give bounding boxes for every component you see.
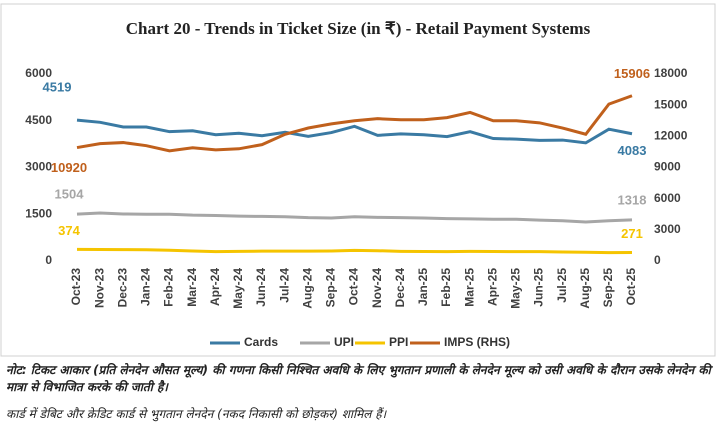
y2-tick-label: 0 (654, 253, 661, 267)
y2-tick-label: 9000 (654, 160, 681, 174)
data-label: 10920 (51, 160, 87, 175)
x-tick-label: Apr-24 (208, 268, 222, 306)
x-tick-label: Oct-25 (624, 268, 638, 306)
x-tick-label: Jan-25 (416, 268, 430, 306)
x-tick-label: Jun-25 (532, 268, 546, 307)
y2-tick-label: 12000 (654, 129, 688, 143)
legend-label: UPI (334, 335, 354, 349)
x-tick-label: Apr-25 (485, 268, 499, 306)
x-tick-label: Feb-24 (162, 268, 176, 307)
data-label: 271 (621, 226, 643, 241)
data-label: 4083 (618, 143, 647, 158)
x-tick-label: Dec-24 (393, 268, 407, 308)
y-tick-label: 4500 (25, 113, 52, 127)
line-series (76, 211, 633, 224)
data-label: 4519 (43, 80, 72, 95)
data-label: 15906 (614, 66, 650, 81)
data-label: 1504 (55, 187, 85, 202)
line-series (76, 94, 633, 153)
chart-frame (0, 3, 716, 357)
x-tick-label: Jun-24 (254, 268, 268, 307)
x-tick-label: Jul-25 (555, 268, 569, 303)
x-tick-label: Oct-23 (69, 268, 83, 306)
x-tick-label: Dec-23 (115, 268, 129, 308)
y-tick-label: 1500 (25, 206, 52, 220)
x-tick-label: Mar-25 (462, 268, 476, 307)
x-tick-label: Jul-24 (277, 268, 291, 303)
legend-label: Cards (244, 335, 278, 349)
x-tick-label: Oct-24 (347, 268, 361, 306)
y2-tick-label: 6000 (654, 191, 681, 205)
data-label: 374 (58, 223, 80, 238)
line-series (76, 118, 633, 145)
x-tick-label: Nov-23 (92, 268, 106, 308)
x-tick-label: Aug-24 (300, 268, 314, 309)
y-tick-label: 3000 (25, 160, 52, 174)
x-tick-label: Aug-25 (578, 268, 592, 309)
y-tick-label: 0 (45, 253, 52, 267)
y2-tick-label: 15000 (654, 97, 688, 111)
x-tick-label: Feb-25 (439, 268, 453, 307)
chart-title: Chart 20 - Trends in Ticket Size (in ₹) … (126, 19, 591, 38)
note: कार्ड में डेबिट और क्रेडिट कार्ड से भुगत… (6, 407, 387, 421)
x-tick-label: Sep-24 (324, 268, 338, 308)
y2-tick-label: 3000 (654, 222, 681, 236)
x-tick-label: Sep-25 (601, 268, 615, 308)
chart: Chart 20 - Trends in Ticket Size (in ₹) … (0, 3, 716, 357)
x-tick-label: Jan-24 (139, 268, 153, 306)
x-tick-label: Mar-24 (185, 268, 199, 307)
data-label: 1318 (618, 192, 647, 207)
line-series (76, 247, 633, 255)
note: नोट: टिकट आकार (प्रति लेनदेन औसत मूल्य) … (6, 363, 711, 394)
x-tick-label: Nov-24 (370, 268, 384, 308)
x-tick-label: May-24 (231, 268, 245, 309)
y2-tick-label: 18000 (654, 66, 688, 80)
legend-label: PPI (389, 335, 408, 349)
x-tick-label: May-25 (509, 268, 523, 309)
y-tick-label: 6000 (25, 66, 52, 80)
legend-label: IMPS (RHS) (444, 335, 510, 349)
